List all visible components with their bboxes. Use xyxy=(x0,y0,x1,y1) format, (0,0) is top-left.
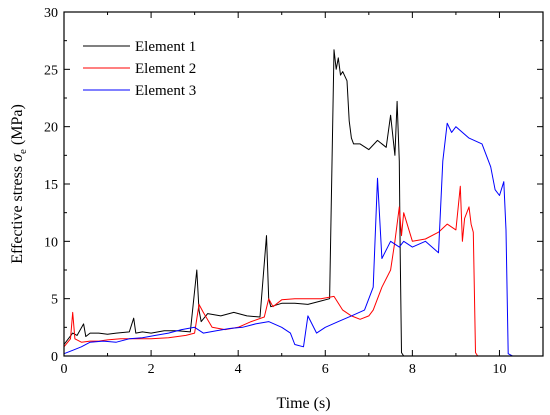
legend: Element 1 Element 2 Element 3 xyxy=(83,39,196,99)
series-layer xyxy=(63,49,543,357)
y-tick-label: 30 xyxy=(44,6,58,21)
series-line-element-3 xyxy=(63,122,543,357)
y-axis-title-subscript: e xyxy=(17,149,29,154)
y-tick-label: 15 xyxy=(44,178,58,193)
series-line-element-1 xyxy=(63,49,543,357)
x-tick-label: 6 xyxy=(322,362,329,377)
x-tick-label: 2 xyxy=(148,362,155,377)
x-tick-label: 4 xyxy=(235,362,242,377)
y-tick-label: 10 xyxy=(44,235,58,250)
y-axis-title-suffix: (MPa) xyxy=(9,104,26,149)
y-tick-label: 25 xyxy=(44,63,58,78)
y-tick-label: 0 xyxy=(51,350,58,365)
y-axis-title-symbol: σ xyxy=(9,153,26,162)
x-tick-label: 8 xyxy=(409,362,416,377)
y-axis-title: Effective stress σe (MPa) xyxy=(9,104,29,264)
y-axis-title-prefix: Effective stress xyxy=(9,162,26,264)
legend-label-element-2: Element 2 xyxy=(135,61,196,77)
y-tick-label: 5 xyxy=(51,293,58,308)
x-tick-label: 0 xyxy=(61,362,68,377)
legend-label-element-1: Element 1 xyxy=(135,39,196,55)
x-tick-label: 10 xyxy=(492,362,506,377)
ticks-layer: 0 2 4 6 8 10 0 5 10 15 20 25 30 xyxy=(44,6,544,377)
y-tick-label: 20 xyxy=(44,121,58,136)
legend-label-element-3: Element 3 xyxy=(135,83,196,99)
x-axis-title: Time (s) xyxy=(276,395,330,412)
